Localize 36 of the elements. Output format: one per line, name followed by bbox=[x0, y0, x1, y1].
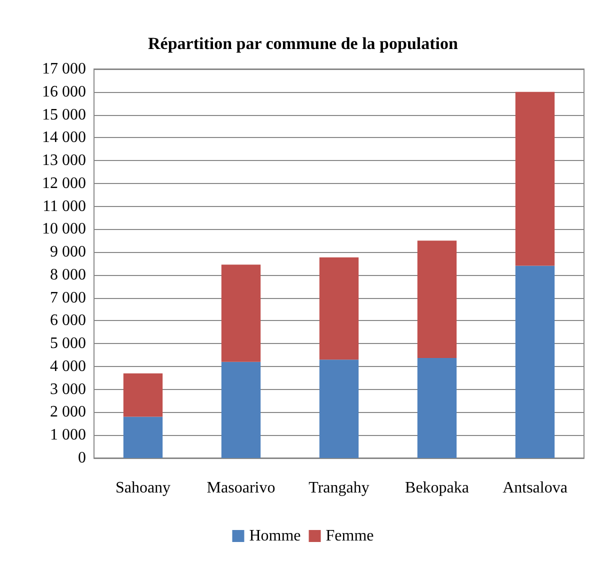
y-tick-label: 8 000 bbox=[50, 266, 86, 284]
bar bbox=[515, 266, 555, 458]
chart-title: Répartition par commune de la population bbox=[148, 34, 459, 53]
y-tick-label: 6 000 bbox=[50, 312, 86, 330]
bar bbox=[221, 264, 261, 362]
y-tick-label: 13 000 bbox=[42, 152, 86, 170]
bar bbox=[123, 416, 163, 458]
x-tick-label: Antsalova bbox=[502, 480, 568, 496]
y-tick-label: 16 000 bbox=[42, 83, 86, 100]
y-tick-label: 9 000 bbox=[50, 244, 86, 261]
y-tick-label: 10 000 bbox=[42, 220, 86, 238]
bar bbox=[221, 362, 261, 458]
y-tick-label: 12 000 bbox=[42, 174, 86, 192]
x-tick-label: Masoarivo bbox=[206, 480, 276, 496]
y-tick-label: 3 000 bbox=[50, 380, 86, 398]
y-tick-label: 17 000 bbox=[42, 60, 86, 78]
y-tick-label: 4 000 bbox=[50, 358, 86, 375]
y-tick-label: 2 000 bbox=[50, 404, 86, 421]
bar bbox=[515, 92, 555, 266]
bar bbox=[123, 373, 163, 417]
bar bbox=[417, 240, 457, 358]
y-tick-label: 15 000 bbox=[42, 106, 86, 124]
bar bbox=[417, 358, 457, 458]
bar bbox=[319, 360, 359, 458]
y-tick-label: 5 000 bbox=[50, 335, 86, 352]
x-tick-label: Sahoany bbox=[115, 480, 171, 496]
legend-label: Femme bbox=[326, 528, 374, 544]
bar bbox=[319, 257, 359, 360]
y-tick-label: 1 000 bbox=[50, 426, 86, 444]
y-tick-label: 14 000 bbox=[42, 129, 86, 146]
legend-label: Homme bbox=[249, 528, 301, 544]
y-tick-label: 11 000 bbox=[42, 198, 86, 215]
x-tick-label: Bekopaka bbox=[405, 480, 469, 496]
x-tick-label: Trangahy bbox=[308, 480, 370, 496]
y-tick-label: 7 000 bbox=[50, 289, 86, 306]
y-tick-label: 0 bbox=[78, 450, 86, 466]
